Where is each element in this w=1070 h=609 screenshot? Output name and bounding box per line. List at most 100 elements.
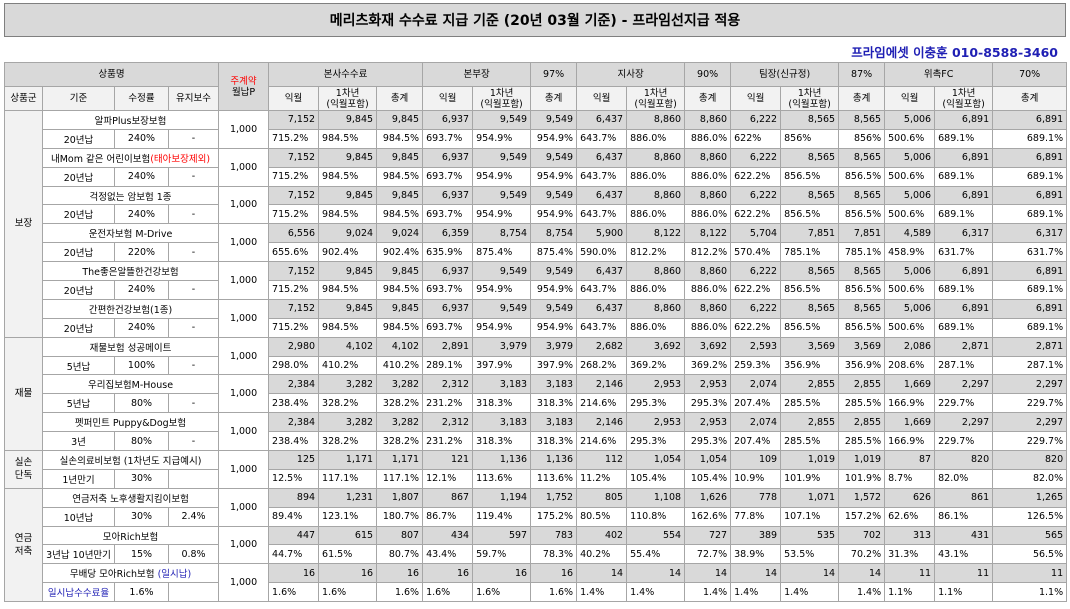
basis-value: 10년납 [42, 506, 115, 527]
percent-cell: 886.0% [684, 317, 732, 338]
group-label: 실손 단독 [4, 450, 43, 489]
header-section-pct-4: 70% [992, 62, 1068, 87]
percent-cell: 954.9% [530, 128, 578, 149]
percent-cell: 689.1% [934, 317, 994, 338]
amount-cell: 2,953 [626, 374, 686, 395]
percent-cell: 318.3% [530, 431, 578, 452]
amount-cell: 125 [268, 450, 320, 470]
percent-cell: 82.0% [992, 468, 1068, 489]
amount-cell: 1,807 [376, 487, 424, 508]
percent-cell: 1.4% [626, 582, 686, 603]
amount-cell: 615 [318, 525, 378, 546]
amount-cell: 783 [530, 525, 578, 546]
percent-cell: 856.5% [838, 204, 886, 225]
amount-cell: 2,980 [268, 336, 320, 357]
group-label: 연금 저축 [4, 487, 43, 603]
percent-cell: 110.8% [626, 506, 686, 527]
percent-cell: 113.6% [530, 468, 578, 489]
percent-cell: 356.9% [838, 355, 886, 376]
amount-cell: 565 [992, 525, 1068, 546]
percent-cell: 328.2% [376, 393, 424, 414]
header-sub-first-year: 1차년 (익월포함) [626, 86, 686, 111]
amount-cell: 2,953 [684, 374, 732, 395]
amount-cell: 1,194 [472, 487, 532, 508]
percent-cell: 105.4% [684, 468, 732, 489]
amount-cell: 6,222 [730, 261, 782, 282]
table-row: 20년납 240% -715.2% 984.5% 984.5% 693.7% 954.9% 9… [5, 128, 1068, 149]
amount-cell: 6,937 [422, 147, 474, 168]
percent-cell: 70.2% [838, 544, 886, 565]
amount-cell: 1,136 [472, 450, 532, 470]
basis-value: 1년만기 [42, 468, 115, 489]
percent-cell: 984.5% [318, 204, 378, 225]
amount-cell: 11 [934, 563, 994, 584]
basis-value: 20년납 [42, 242, 115, 263]
amount-cell: 807 [376, 525, 424, 546]
amount-cell: 4,102 [318, 336, 378, 357]
amount-cell: 2,074 [730, 412, 782, 433]
percent-cell: 856.5% [838, 166, 886, 187]
percent-cell: 500.6% [884, 317, 936, 338]
percent-cell: 214.6% [576, 393, 628, 414]
product-name-text: 알파Plus보장보험 [94, 115, 167, 127]
amount-cell: 7,851 [780, 223, 840, 244]
amount-cell: 14 [684, 563, 732, 584]
rate-value: 80% [114, 431, 169, 452]
percent-cell: 643.7% [576, 317, 628, 338]
amount-cell: 8,565 [838, 185, 886, 206]
basis-value: 20년납 [42, 166, 115, 187]
percent-cell: 1.4% [576, 582, 628, 603]
table-row: 간편한건강보험(1종) 1,000 7,152 9,845 9,845 6,937 9,54… [5, 298, 1068, 338]
percent-cell: 80.5% [576, 506, 628, 527]
amount-cell: 6,437 [576, 261, 628, 282]
percent-cell: 231.2% [422, 393, 474, 414]
header-sub-total: 총계 [838, 86, 886, 111]
amount-cell: 3,183 [472, 374, 532, 395]
percent-cell: 984.5% [376, 128, 424, 149]
percent-cell: 693.7% [422, 204, 474, 225]
amount-cell: 6,937 [422, 298, 474, 319]
header-basis: 기준 [42, 86, 115, 111]
premium-value: 1,000 [218, 487, 270, 527]
percent-cell: 856.5% [780, 317, 840, 338]
maint-value: 0.8% [167, 544, 220, 565]
amount-cell: 3,979 [472, 336, 532, 357]
rate-value: 240% [114, 166, 169, 187]
percent-cell: 689.1% [992, 317, 1068, 338]
percent-cell: 984.5% [318, 166, 378, 187]
percent-cell: 655.6% [268, 242, 320, 263]
header-section-1: 본부장 [422, 62, 532, 87]
amount-cell: 8,754 [530, 223, 578, 244]
contact-info: 프라임에셋 이충훈 010-8588-3460 [851, 45, 1058, 60]
percent-cell: 77.8% [730, 506, 782, 527]
percent-cell: 693.7% [422, 166, 474, 187]
amount-cell: 8,860 [684, 110, 732, 130]
percent-cell: 107.1% [780, 506, 840, 527]
percent-cell: 175.2% [530, 506, 578, 527]
amount-cell: 6,317 [934, 223, 994, 244]
amount-cell: 2,312 [422, 374, 474, 395]
product-name-note: (일시납) [157, 569, 192, 581]
percent-cell: 105.4% [626, 468, 686, 489]
premium-value: 1,000 [218, 336, 270, 376]
percent-cell: 1.1% [992, 582, 1068, 603]
percent-cell: 80.7% [376, 544, 424, 565]
table-row: 20년납 240% -715.2% 984.5% 984.5% 693.7% 954.9% 9… [5, 204, 1068, 225]
amount-cell: 9,549 [530, 110, 578, 130]
basis-value: 3년 [42, 431, 115, 452]
percent-cell: 1.6% [472, 582, 532, 603]
table-row: 일시납수수료율 1.6% 1.6% 1.6% 1.6% 1.6% 1.6% 1.6% 1.4% 1… [5, 582, 1068, 603]
percent-cell: 785.1% [780, 242, 840, 263]
amount-cell: 1,054 [684, 450, 732, 470]
percent-cell: 86.7% [422, 506, 474, 527]
percent-cell: 11.2% [576, 468, 628, 489]
header-section-pct-3: 87% [838, 62, 886, 87]
percent-cell: 318.3% [472, 393, 532, 414]
percent-cell: 643.7% [576, 280, 628, 300]
percent-cell: 500.6% [884, 128, 936, 149]
amount-cell: 1,019 [780, 450, 840, 470]
maint-value [167, 468, 220, 489]
percent-cell: 1.4% [780, 582, 840, 603]
table-body: 보장 알파Plus보장보험 1,000 7,152 9,845 9,845 6,937 9,5… [4, 110, 1068, 603]
percent-cell: 113.6% [472, 468, 532, 489]
